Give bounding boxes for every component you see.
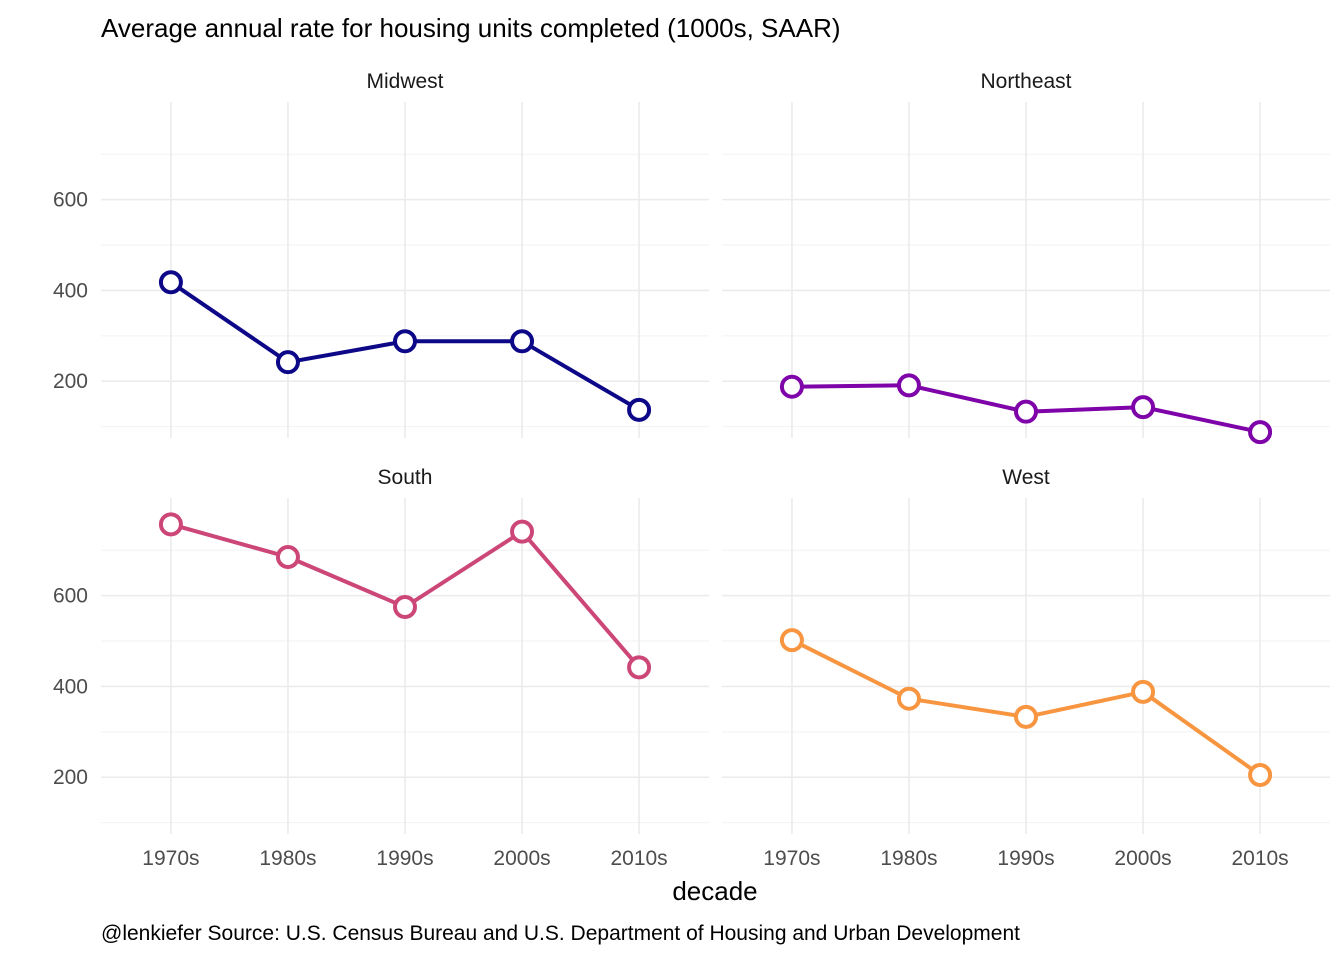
x-tick-label: 1970s — [142, 847, 199, 870]
y-tick-label: 200 — [53, 766, 88, 789]
facet-label-midwest: Midwest — [366, 70, 443, 93]
x-tick-label: 2010s — [1231, 847, 1288, 870]
x-tick-label: 2010s — [610, 847, 667, 870]
facet-northeast: Northeast — [722, 70, 1330, 445]
data-point — [510, 519, 535, 544]
data-point — [1248, 762, 1273, 787]
facet-label-west: West — [1002, 466, 1050, 489]
data-point — [1014, 399, 1038, 424]
chart-caption: @lenkiefer Source: U.S. Census Bureau an… — [101, 922, 1020, 945]
facet-midwest: Midwest 200 400 600 — [53, 70, 709, 438]
chart-title: Average annual rate for housing units co… — [101, 13, 841, 43]
x-tick-label: 1980s — [259, 847, 316, 870]
data-point — [627, 655, 652, 680]
x-tick-label: 2000s — [1114, 847, 1171, 870]
data-point — [158, 270, 183, 295]
facet-west: West 1970s 1980s 1990s 2000s 2010s — [722, 466, 1330, 870]
x-tick-label: 1980s — [880, 847, 937, 870]
x-tick-label: 1990s — [997, 847, 1054, 870]
data-point — [1131, 395, 1156, 420]
y-tick-label: 400 — [53, 675, 88, 698]
data-point — [779, 628, 804, 653]
y-tick-label: 200 — [53, 370, 88, 393]
facet-south: South 200 400 600 1970s 1980s 1990s 2000s 2010s — [53, 466, 709, 870]
facet-panels: Midwest 200 400 600 Northeast South 200 400 600 1… — [53, 70, 1330, 870]
data-point — [1131, 679, 1156, 704]
facet-label-northeast: Northeast — [980, 70, 1071, 93]
data-point — [1014, 704, 1038, 729]
y-tick-label: 600 — [53, 189, 88, 212]
data-point — [275, 350, 300, 375]
data-point — [896, 373, 921, 398]
x-axis-title: decade — [672, 876, 757, 906]
data-point — [896, 686, 921, 711]
data-point — [510, 329, 535, 354]
x-tick-label: 2000s — [493, 847, 550, 870]
data-point — [779, 374, 804, 399]
data-point — [627, 397, 652, 422]
data-point — [393, 594, 417, 619]
data-point — [1248, 420, 1273, 445]
data-point — [393, 329, 417, 354]
facet-label-south: South — [378, 466, 433, 489]
x-tick-label: 1970s — [763, 847, 820, 870]
data-point — [158, 512, 183, 537]
y-tick-label: 400 — [53, 279, 88, 302]
y-tick-label: 600 — [53, 585, 88, 608]
x-tick-label: 1990s — [376, 847, 433, 870]
data-point — [275, 545, 300, 570]
